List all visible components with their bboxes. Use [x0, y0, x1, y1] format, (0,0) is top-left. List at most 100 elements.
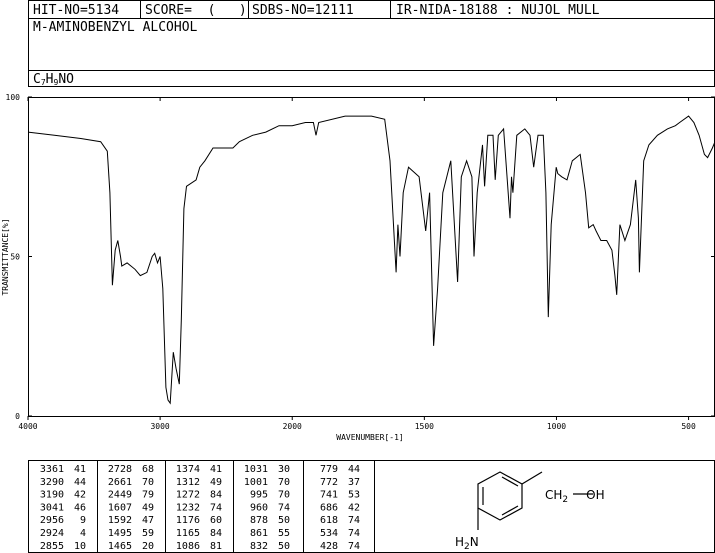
- bond: [521, 471, 543, 485]
- peak-transmittance: 37: [348, 477, 360, 488]
- peak-transmittance: 46: [74, 502, 86, 513]
- peak-transmittance: 44: [348, 464, 360, 475]
- label-part: H: [455, 535, 464, 549]
- peak-transmittance: 70: [278, 490, 290, 501]
- peak-wavenumber: 428: [320, 541, 338, 552]
- peak-transmittance: 70: [142, 477, 154, 488]
- spectrum-line: [27, 115, 715, 405]
- bond: [501, 476, 519, 487]
- peak-wavenumber: 1176: [176, 515, 200, 526]
- label-part: 2: [464, 542, 470, 552]
- peak-transmittance: 70: [278, 477, 290, 488]
- peak-wavenumber: 2924: [40, 528, 64, 539]
- bond: [501, 505, 519, 516]
- peak-transmittance: 59: [142, 528, 154, 539]
- peak-wavenumber: 3361: [40, 464, 64, 475]
- peak-wavenumber: 779: [320, 464, 338, 475]
- peak-wavenumber: 741: [320, 490, 338, 501]
- peak-transmittance: 53: [348, 490, 360, 501]
- peak-transmittance: 74: [278, 502, 290, 513]
- peak-transmittance: 44: [74, 477, 86, 488]
- peak-wavenumber: 534: [320, 528, 338, 539]
- peak-wavenumber: 2855: [40, 541, 64, 552]
- x-tick-label: 2000: [283, 422, 302, 431]
- y-tick-label: 0: [15, 412, 20, 421]
- peak-transmittance: 79: [142, 490, 154, 501]
- peak-wavenumber: 1272: [176, 490, 200, 501]
- peak-wavenumber: 3041: [40, 502, 64, 513]
- method: IR-NIDA-18188 : NUJOL MULL: [396, 3, 600, 18]
- peak-transmittance: 81: [210, 541, 222, 552]
- label-part: 2: [562, 495, 568, 505]
- x-tick-label: 1500: [415, 422, 434, 431]
- peak-transmittance: 50: [278, 541, 290, 552]
- peak-wavenumber: 618: [320, 515, 338, 526]
- peak-wavenumber: 2956: [40, 515, 64, 526]
- peak-wavenumber: 772: [320, 477, 338, 488]
- peak-wavenumber: 686: [320, 502, 338, 513]
- peak-wavenumber: 1165: [176, 528, 200, 539]
- x-axis-label: WAVENUMBER[-1]: [336, 433, 403, 442]
- peak-transmittance: 74: [210, 502, 222, 513]
- peak-transmittance: 49: [210, 477, 222, 488]
- peak-wavenumber: 1374: [176, 464, 200, 475]
- header-box: [28, 0, 715, 87]
- peak-wavenumber: 1001: [244, 477, 268, 488]
- score: SCORE= ( ): [145, 3, 247, 18]
- peak-wavenumber: 960: [250, 502, 268, 513]
- y-axis-label: TRANSMITTANCE[%]: [1, 218, 10, 295]
- y-tick-label: 50: [10, 253, 20, 262]
- x-tick-label: 500: [681, 422, 696, 431]
- structure: [477, 471, 593, 530]
- label-part: N: [470, 535, 479, 549]
- peak-wavenumber: 1495: [108, 528, 132, 539]
- peak-wavenumber: 3190: [40, 490, 64, 501]
- peak-wavenumber: 2661: [108, 477, 132, 488]
- benzene-ring: [477, 471, 523, 521]
- peak-transmittance: 42: [348, 502, 360, 513]
- peak-wavenumber: 878: [250, 515, 268, 526]
- peak-wavenumber: 1232: [176, 502, 200, 513]
- sdbs-no: SDBS-NO=12111: [252, 3, 354, 18]
- peak-wavenumber: 1086: [176, 541, 200, 552]
- peak-wavenumber: 995: [250, 490, 268, 501]
- formula-part: NO: [58, 72, 74, 87]
- label-part: CH: [545, 488, 562, 502]
- peak-transmittance: 47: [142, 515, 154, 526]
- hit-no: HIT-NO=5134: [33, 3, 119, 18]
- y-tick-label: 100: [6, 93, 21, 102]
- peak-transmittance: 50: [278, 515, 290, 526]
- plot-frame: [28, 97, 715, 417]
- peak-transmittance: 41: [74, 464, 86, 475]
- peak-wavenumber: 3290: [40, 477, 64, 488]
- peak-transmittance: 49: [142, 502, 154, 513]
- peak-transmittance: 20: [142, 541, 154, 552]
- structure-label: H2N: [455, 535, 479, 552]
- peak-transmittance: 55: [278, 528, 290, 539]
- peak-wavenumber: 2728: [108, 464, 132, 475]
- formula-part: 9: [53, 78, 58, 87]
- peak-transmittance: 74: [348, 541, 360, 552]
- peak-wavenumber: 1607: [108, 502, 132, 513]
- peak-transmittance: 9: [80, 515, 86, 526]
- x-tick-label: 1000: [547, 422, 566, 431]
- structure-label: CH2 OH: [545, 488, 605, 505]
- peak-transmittance: 30: [278, 464, 290, 475]
- peak-transmittance: 68: [142, 464, 154, 475]
- peak-wavenumber: 1465: [108, 541, 132, 552]
- peak-transmittance: 10: [74, 541, 86, 552]
- peak-transmittance: 84: [210, 528, 222, 539]
- peak-wavenumber: 2449: [108, 490, 132, 501]
- peak-transmittance: 74: [348, 528, 360, 539]
- x-tick-label: 3000: [150, 422, 169, 431]
- formula-part: H: [46, 72, 54, 87]
- formula-part: C: [33, 72, 41, 87]
- peak-wavenumber: 832: [250, 541, 268, 552]
- formula: C7H9NO: [33, 72, 74, 87]
- peak-transmittance: 84: [210, 490, 222, 501]
- peak-wavenumber: 1031: [244, 464, 268, 475]
- x-tick-label: 4000: [18, 422, 37, 431]
- label-part: OH: [586, 488, 604, 502]
- peak-transmittance: 60: [210, 515, 222, 526]
